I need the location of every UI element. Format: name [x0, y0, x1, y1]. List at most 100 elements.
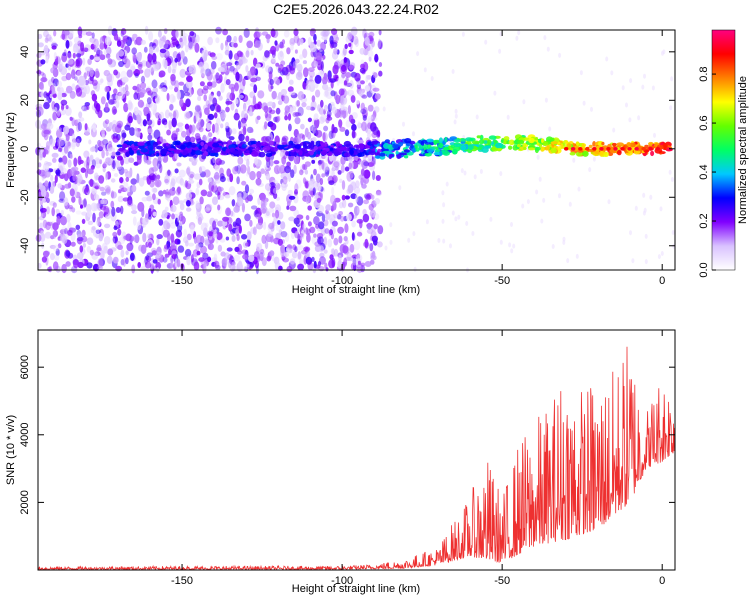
- noise-blob: [302, 163, 306, 170]
- noise-blob: [196, 122, 203, 131]
- noise-blob: [305, 227, 309, 235]
- noise-blob: [168, 188, 176, 196]
- noise-blob: [331, 220, 338, 227]
- noise-blob: [356, 231, 363, 237]
- noise-blob: [314, 118, 320, 127]
- noise-blob: [127, 115, 133, 124]
- noise-blob: [71, 140, 76, 150]
- signal-blob: [517, 139, 525, 145]
- signal-blob: [426, 149, 434, 153]
- noise-blob: [535, 189, 539, 195]
- noise-blob: [87, 58, 92, 65]
- noise-blob: [95, 232, 99, 239]
- noise-blob: [308, 67, 315, 72]
- noise-blob: [211, 184, 218, 193]
- noise-blob: [164, 109, 170, 119]
- noise-blob: [473, 174, 477, 180]
- noise-blob: [264, 121, 268, 130]
- noise-blob: [316, 39, 322, 47]
- noise-blob: [213, 112, 218, 119]
- noise-blob: [255, 76, 261, 82]
- signal-blob: [523, 146, 527, 151]
- noise-blob: [116, 40, 122, 47]
- noise-blob: [341, 180, 346, 190]
- noise-blob: [184, 111, 191, 120]
- noise-blob: [69, 116, 73, 121]
- noise-blob: [374, 56, 379, 62]
- noise-blob: [225, 106, 230, 113]
- noise-blob: [220, 112, 227, 119]
- signal-blob: [399, 152, 408, 156]
- noise-blob: [86, 156, 90, 166]
- noise-blob: [253, 157, 259, 165]
- noise-blob: [364, 261, 372, 267]
- noise-blob: [95, 68, 99, 78]
- noise-blob: [319, 177, 324, 186]
- noise-blob: [316, 197, 322, 203]
- noise-blob: [200, 245, 207, 254]
- noise-blob: [642, 192, 646, 198]
- noise-blob: [151, 45, 157, 54]
- noise-blob: [52, 202, 57, 208]
- noise-blob: [361, 94, 368, 99]
- noise-blob: [270, 185, 277, 195]
- signal-blob: [214, 146, 222, 153]
- noise-blob: [269, 201, 276, 209]
- noise-blob: [329, 78, 337, 83]
- noise-blob: [296, 245, 304, 251]
- noise-blob: [122, 38, 128, 43]
- noise-blob: [660, 251, 664, 256]
- noise-blob: [200, 68, 204, 74]
- noise-blob: [38, 162, 42, 168]
- noise-blob: [324, 228, 330, 234]
- noise-blob: [45, 221, 51, 231]
- noise-blob: [171, 244, 178, 249]
- noise-blob: [239, 164, 247, 174]
- noise-blob: [337, 170, 342, 175]
- noise-blob: [37, 106, 44, 116]
- noise-blob: [273, 237, 281, 245]
- signal-blob: [160, 149, 168, 155]
- noise-blob: [295, 71, 303, 81]
- noise-blob: [318, 221, 325, 230]
- signal-blob: [508, 145, 513, 150]
- noise-blob: [325, 30, 330, 35]
- noise-blob: [266, 37, 270, 44]
- noise-blob: [328, 229, 332, 237]
- noise-blob: [313, 260, 317, 269]
- noise-blob: [120, 249, 125, 258]
- noise-blob: [52, 230, 57, 239]
- spectrogram-data: [35, 25, 676, 275]
- noise-blob: [48, 36, 53, 43]
- noise-blob: [313, 216, 320, 225]
- noise-blob: [57, 147, 62, 152]
- noise-blob: [437, 238, 441, 243]
- noise-blob: [368, 115, 373, 121]
- noise-blob: [270, 85, 274, 90]
- noise-blob: [321, 161, 326, 171]
- noise-blob: [120, 205, 124, 215]
- noise-blob: [92, 182, 100, 187]
- signal-blob: [546, 144, 550, 151]
- noise-blob: [669, 105, 673, 111]
- noise-blob: [475, 114, 479, 120]
- noise-blob: [548, 126, 552, 132]
- signal-blob: [398, 141, 404, 147]
- noise-blob: [242, 254, 249, 260]
- noise-blob: [644, 233, 648, 239]
- noise-blob: [344, 223, 349, 234]
- noise-blob: [371, 40, 375, 48]
- signal-blob: [616, 142, 624, 146]
- signal-blob: [358, 143, 365, 150]
- colorbar-tick-label: 0.4: [698, 164, 710, 179]
- noise-blob: [270, 58, 276, 65]
- noise-blob: [366, 133, 372, 138]
- noise-blob: [366, 228, 374, 234]
- noise-blob: [357, 139, 365, 144]
- noise-blob: [187, 179, 195, 184]
- noise-blob: [278, 164, 284, 173]
- noise-blob: [174, 80, 180, 90]
- noise-blob: [236, 196, 244, 207]
- noise-blob: [377, 225, 384, 235]
- noise-blob: [216, 232, 223, 241]
